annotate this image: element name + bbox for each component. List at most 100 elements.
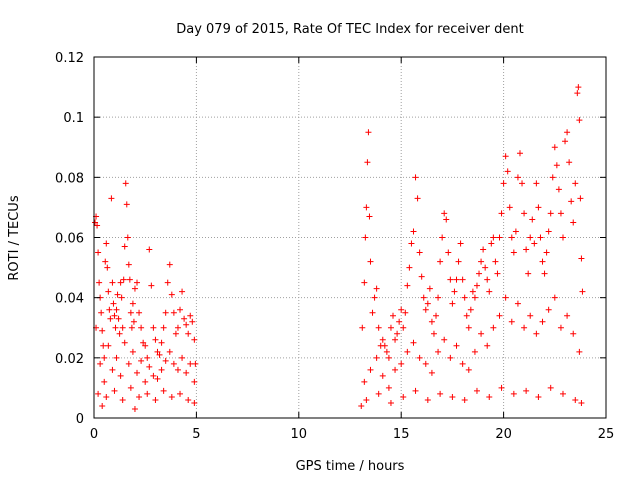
data-point <box>126 276 133 283</box>
data-point <box>138 324 145 331</box>
x-tick-label: 10 <box>291 427 308 442</box>
data-point <box>185 330 192 337</box>
data-point <box>512 228 519 235</box>
data-point <box>191 336 198 343</box>
data-point <box>521 210 528 217</box>
axis-ticks: 0 5 10 15 20 25 0 0.02 0.04 0.06 0.08 0.1 0.12 <box>55 51 614 442</box>
data-point <box>385 354 392 361</box>
data-point <box>123 201 130 208</box>
data-point <box>486 393 493 400</box>
data-point <box>496 234 503 241</box>
data-point <box>508 318 515 325</box>
data-point <box>447 276 454 283</box>
data-point <box>101 354 108 361</box>
data-point <box>108 195 115 202</box>
data-point <box>557 210 564 217</box>
chart-title: Day 079 of 2015, Rate Of TEC Index for r… <box>176 22 524 37</box>
data-point <box>418 273 425 280</box>
data-point <box>121 339 128 346</box>
data-point <box>359 324 366 331</box>
data-point <box>112 324 119 331</box>
data-point <box>465 324 472 331</box>
data-point <box>406 264 413 271</box>
data-point <box>96 279 103 286</box>
y-axis-label: ROTI / TECUs <box>7 195 22 280</box>
data-point <box>473 282 480 289</box>
data-point <box>146 363 153 370</box>
data-point <box>148 282 155 289</box>
data-point <box>189 318 196 325</box>
data-point <box>185 396 192 403</box>
data-point <box>179 354 186 361</box>
data-point <box>519 180 526 187</box>
data-point <box>150 372 157 379</box>
data-point <box>172 330 179 337</box>
data-point <box>451 288 458 295</box>
data-point <box>575 84 582 91</box>
data-point <box>553 162 560 169</box>
data-point <box>398 360 405 367</box>
data-point <box>400 324 407 331</box>
data-point <box>443 216 450 223</box>
data-point <box>387 399 394 406</box>
data-point <box>576 348 583 355</box>
data-point <box>506 204 513 211</box>
data-point <box>113 354 120 361</box>
data-point <box>122 180 129 187</box>
data-point <box>527 312 534 319</box>
data-point <box>361 279 368 286</box>
data-point <box>129 300 136 307</box>
data-point <box>191 378 198 385</box>
data-point <box>181 315 188 322</box>
x-tick-label: 20 <box>495 427 512 442</box>
data-point <box>170 309 177 316</box>
data-point <box>160 387 167 394</box>
data-point <box>476 270 483 277</box>
data-point <box>103 393 110 400</box>
data-point <box>381 342 388 349</box>
data-point <box>125 261 132 268</box>
data-point <box>142 378 149 385</box>
data-point <box>508 234 515 241</box>
data-point <box>535 393 542 400</box>
data-point <box>119 324 126 331</box>
data-point <box>547 210 554 217</box>
data-point <box>492 258 499 265</box>
data-point <box>124 234 131 241</box>
data-point <box>484 276 491 283</box>
data-point <box>416 249 423 256</box>
data-point <box>449 393 456 400</box>
data-point <box>113 306 120 313</box>
data-point <box>404 282 411 289</box>
data-point <box>537 234 544 241</box>
data-point <box>363 396 370 403</box>
data-point <box>128 324 135 331</box>
data-point <box>496 312 503 319</box>
data-point <box>110 300 117 307</box>
data-point <box>490 234 497 241</box>
data-point <box>410 339 417 346</box>
data-point <box>116 330 123 337</box>
data-point <box>498 384 505 391</box>
data-point <box>107 315 114 322</box>
x-tick-label: 25 <box>598 427 615 442</box>
data-point <box>111 387 118 394</box>
data-point <box>373 354 380 361</box>
data-point <box>577 195 584 202</box>
data-point <box>402 309 409 316</box>
data-point <box>426 285 433 292</box>
data-point <box>459 276 466 283</box>
data-point <box>158 366 165 373</box>
data-point <box>467 306 474 313</box>
data-point <box>174 324 181 331</box>
data-point <box>179 288 186 295</box>
data-point <box>533 180 540 187</box>
data-point <box>396 318 403 325</box>
data-point <box>439 234 446 241</box>
data-point <box>478 258 485 265</box>
data-point <box>529 216 536 223</box>
data-point <box>387 324 394 331</box>
data-point <box>362 234 369 241</box>
data-point <box>576 117 583 124</box>
